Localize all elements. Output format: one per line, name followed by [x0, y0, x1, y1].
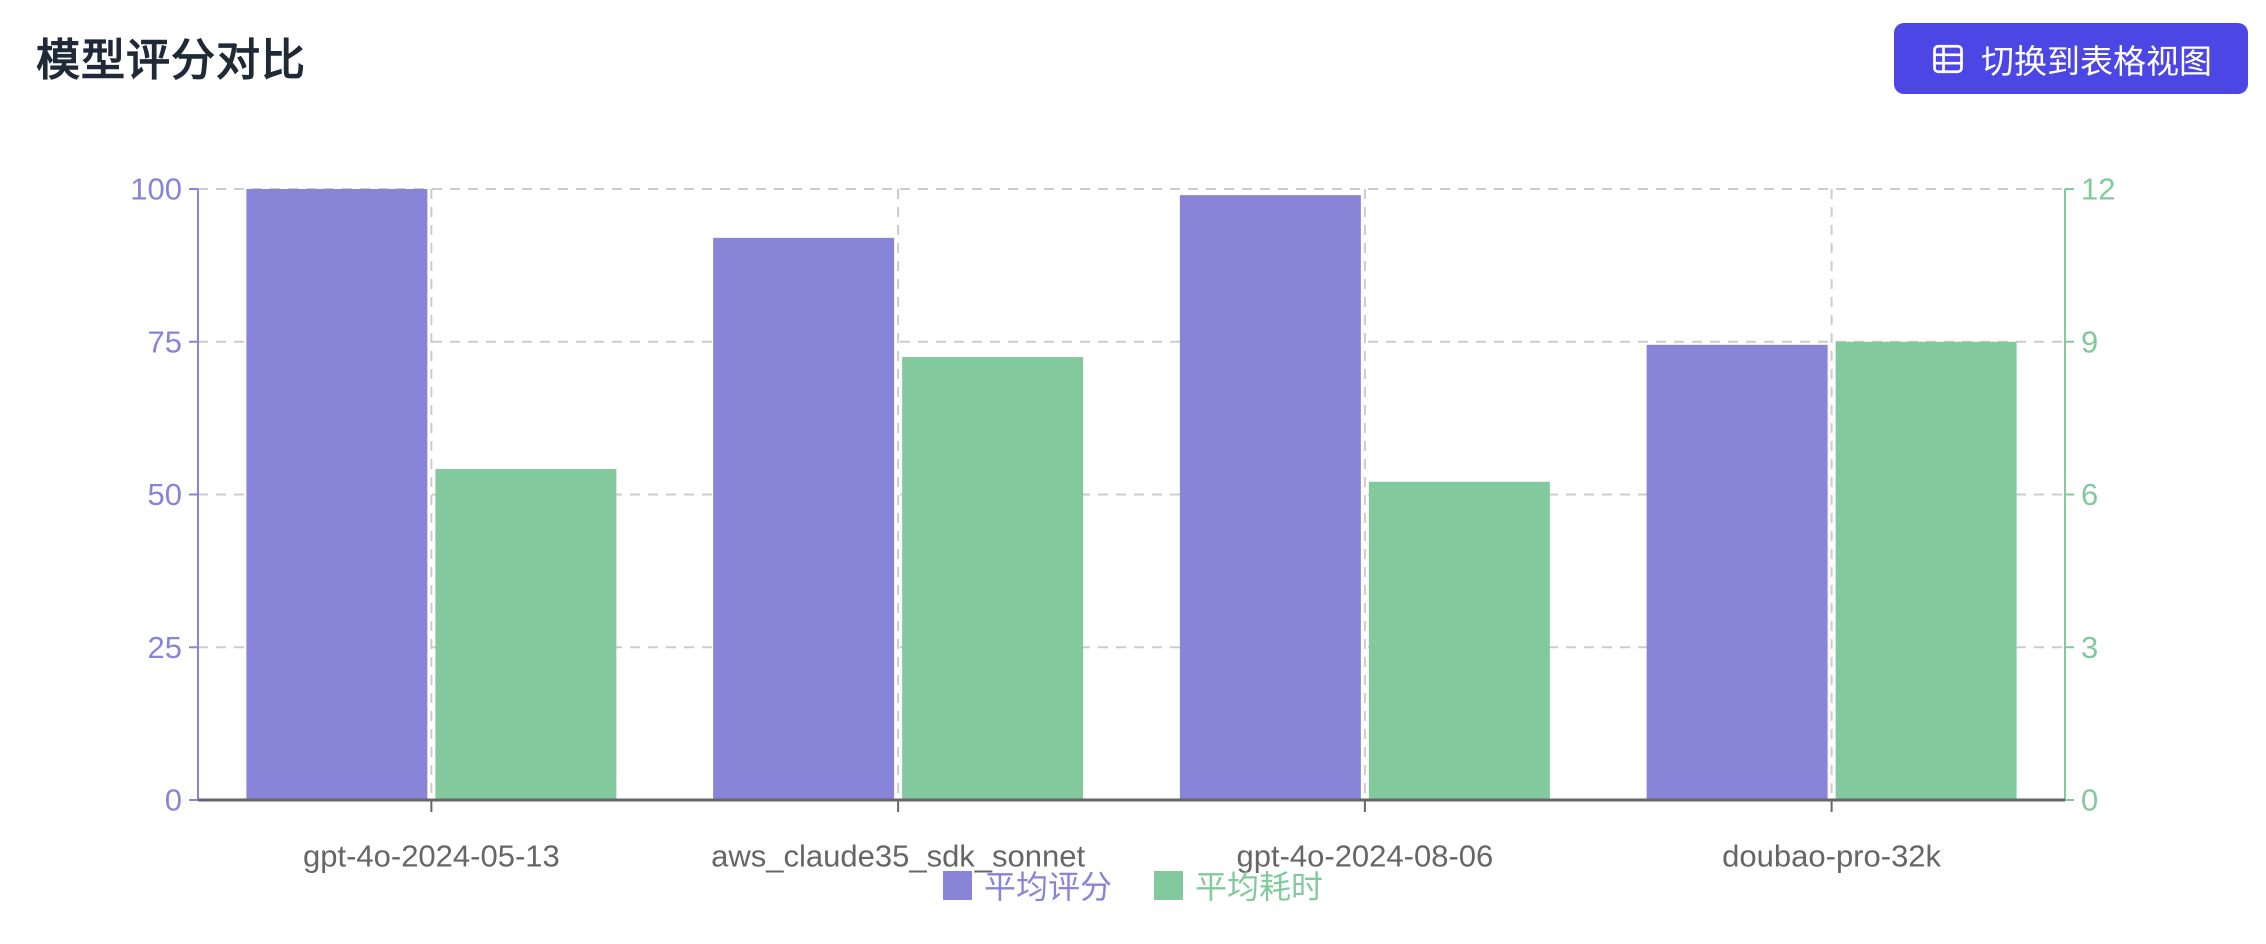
time-bar-2[interactable]	[1368, 481, 1550, 800]
score-bar-3[interactable]	[1646, 344, 1828, 800]
score-bar-2[interactable]	[1179, 195, 1361, 801]
x-axis-category-label: gpt-4o-2024-05-13	[303, 838, 560, 873]
table-icon	[1930, 41, 1966, 77]
legend-swatch-score	[942, 870, 972, 900]
left-axis-tick-label: 50	[148, 477, 182, 512]
time-bar-0[interactable]	[435, 469, 617, 800]
x-axis-category-label: aws_claude35_sdk_sonnet	[711, 838, 1085, 873]
legend-item-time: 平均耗时	[1154, 862, 1323, 908]
x-axis-category-label: gpt-4o-2024-08-06	[1236, 838, 1493, 873]
right-axis-tick-label: 12	[2081, 172, 2115, 207]
score-bar-1[interactable]	[713, 237, 895, 800]
right-axis-tick-label: 9	[2081, 324, 2098, 359]
left-axis-tick-label: 25	[148, 630, 182, 665]
x-axis-category-label: doubao-pro-32k	[1722, 838, 1941, 873]
legend-label-score: 平均评分	[983, 869, 1112, 905]
left-axis-tick-label: 0	[165, 783, 182, 818]
left-axis-tick-label: 75	[148, 324, 182, 359]
time-bar-1[interactable]	[902, 357, 1084, 800]
right-axis-tick-label: 6	[2081, 477, 2098, 512]
switch-to-table-view-button[interactable]: 切换到表格视图	[1894, 23, 2248, 94]
legend-swatch-time	[1154, 870, 1183, 900]
left-axis-tick-label: 100	[130, 172, 182, 207]
time-bar-3[interactable]	[1835, 341, 2017, 800]
legend-label-time: 平均耗时	[1195, 869, 1324, 905]
chart-legend: 平均评分 平均耗时	[0, 862, 2266, 908]
legend-item-score: 平均评分	[942, 862, 1112, 908]
right-axis-tick-label: 0	[2081, 783, 2098, 818]
switch-to-table-view-label: 切换到表格视图	[1981, 42, 2212, 80]
page-title: 模型评分对比	[36, 36, 306, 85]
score-bar-0[interactable]	[246, 189, 428, 800]
right-axis-tick-label: 3	[2081, 630, 2098, 665]
